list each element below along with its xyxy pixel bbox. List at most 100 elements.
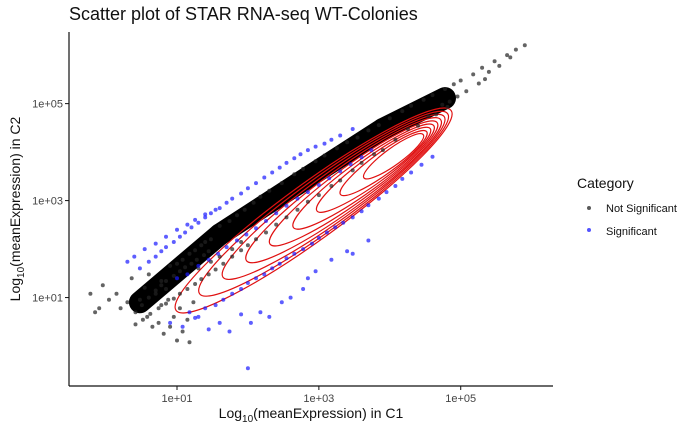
scatter-points — [88, 43, 527, 371]
point-significant — [301, 287, 306, 291]
point-not-significant — [426, 114, 431, 119]
legend-marker-not-significant — [587, 206, 591, 210]
x-tick-label: 1e+05 — [445, 393, 476, 405]
point-not-significant — [230, 254, 235, 259]
point-significant — [193, 217, 198, 222]
point-not-significant — [227, 219, 232, 223]
point-not-significant — [350, 168, 355, 173]
point-significant — [384, 190, 389, 195]
point-not-significant — [372, 152, 377, 157]
point-not-significant — [159, 279, 164, 283]
point-significant — [345, 249, 350, 254]
point-significant — [189, 225, 194, 230]
point-significant — [338, 133, 343, 138]
point-significant — [254, 226, 258, 231]
point-not-significant — [366, 128, 371, 133]
point-significant — [146, 259, 151, 264]
point-not-significant — [505, 53, 510, 58]
point-significant — [292, 156, 297, 161]
point-significant — [217, 320, 222, 325]
point-not-significant — [464, 89, 469, 94]
legend-marker-significant — [587, 228, 591, 232]
point-significant — [327, 176, 332, 181]
point-significant — [316, 183, 321, 187]
point-not-significant — [443, 87, 447, 91]
point-significant — [341, 220, 346, 225]
point-significant — [288, 295, 293, 300]
point-not-significant — [159, 303, 164, 308]
point-significant — [206, 327, 211, 332]
point-significant — [305, 148, 310, 153]
density-core-band — [286, 117, 394, 195]
point-not-significant — [168, 263, 173, 268]
point-significant — [125, 259, 130, 264]
point-not-significant — [175, 338, 179, 343]
point-not-significant — [217, 223, 222, 228]
point-not-significant — [189, 261, 194, 266]
point-significant — [206, 257, 211, 262]
density-core-band — [208, 172, 309, 246]
point-not-significant — [97, 306, 102, 311]
x-axis-ticks: 1e+01 1e+03 1e+05 — [162, 386, 476, 405]
point-not-significant — [434, 112, 439, 117]
point-significant — [235, 238, 239, 243]
point-not-significant — [400, 109, 405, 114]
density-core-band — [128, 223, 231, 314]
point-not-significant — [177, 306, 182, 311]
point-not-significant — [156, 320, 161, 325]
point-not-significant — [295, 207, 300, 212]
point-not-significant — [166, 297, 171, 302]
point-significant — [153, 241, 158, 246]
point-not-significant — [133, 310, 138, 315]
point-not-significant — [171, 314, 176, 319]
point-not-significant — [235, 213, 239, 218]
point-significant — [295, 196, 300, 201]
point-significant — [221, 297, 226, 302]
point-significant — [292, 251, 297, 256]
point-not-significant — [203, 240, 208, 244]
point-significant — [239, 287, 244, 291]
point-not-significant — [393, 137, 398, 142]
point-significant — [203, 306, 208, 311]
point-significant — [196, 263, 201, 268]
point-not-significant — [118, 306, 123, 311]
point-significant — [301, 247, 306, 252]
point-significant — [333, 225, 338, 230]
point-significant — [177, 234, 182, 239]
point-not-significant — [508, 55, 513, 60]
point-significant — [153, 254, 158, 259]
point-significant — [310, 241, 314, 246]
point-significant — [359, 209, 364, 214]
point-not-significant — [497, 63, 502, 68]
point-not-significant — [242, 207, 247, 212]
density-contour-line — [362, 133, 425, 180]
point-not-significant — [153, 288, 158, 293]
point-significant — [180, 324, 185, 329]
point-significant — [175, 227, 179, 232]
point-significant — [338, 169, 343, 174]
x-tick-label: 1e+01 — [162, 393, 193, 405]
point-significant — [359, 155, 364, 160]
point-not-significant — [409, 103, 414, 108]
point-not-significant — [258, 194, 263, 199]
point-not-significant — [171, 296, 176, 301]
density-contour-line — [198, 110, 450, 297]
point-significant — [230, 196, 235, 201]
point-significant — [254, 181, 258, 186]
point-not-significant — [213, 267, 218, 272]
y-axis-ticks: 1e+01 1e+03 1e+05 — [32, 99, 69, 305]
point-significant — [175, 276, 179, 281]
point-significant — [193, 315, 198, 320]
point-not-significant — [305, 199, 310, 204]
point-not-significant — [430, 93, 435, 98]
point-significant — [284, 203, 289, 208]
point-not-significant — [322, 153, 327, 158]
point-not-significant — [440, 102, 445, 107]
legend-title: Category — [577, 175, 634, 191]
point-significant — [270, 266, 275, 271]
point-not-significant — [161, 331, 166, 336]
point-not-significant — [140, 317, 145, 322]
point-significant — [159, 249, 164, 254]
point-not-significant — [133, 322, 138, 327]
